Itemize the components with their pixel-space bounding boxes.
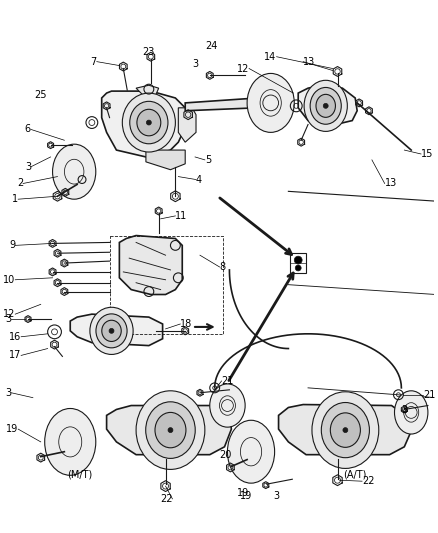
Text: 20: 20 xyxy=(219,450,232,459)
Text: 18: 18 xyxy=(180,319,193,329)
Ellipse shape xyxy=(395,391,428,434)
Text: 14: 14 xyxy=(265,52,276,62)
Ellipse shape xyxy=(136,391,205,470)
Ellipse shape xyxy=(330,413,360,447)
Text: 22: 22 xyxy=(362,476,374,486)
Circle shape xyxy=(109,328,114,333)
Polygon shape xyxy=(106,406,231,455)
Polygon shape xyxy=(290,253,306,273)
Polygon shape xyxy=(185,98,257,111)
Text: 19: 19 xyxy=(6,424,18,434)
Text: 4: 4 xyxy=(196,174,202,184)
Ellipse shape xyxy=(247,74,294,132)
Text: 2: 2 xyxy=(17,179,23,189)
Circle shape xyxy=(343,427,348,433)
Text: 12: 12 xyxy=(3,309,15,319)
Text: 12: 12 xyxy=(237,63,249,74)
Text: 5: 5 xyxy=(205,155,211,165)
Circle shape xyxy=(323,103,328,108)
Ellipse shape xyxy=(130,101,168,144)
Polygon shape xyxy=(136,85,159,95)
Polygon shape xyxy=(178,108,196,142)
Text: 3: 3 xyxy=(25,162,31,172)
Bar xyxy=(110,236,223,334)
Text: 3: 3 xyxy=(273,491,279,501)
Polygon shape xyxy=(146,150,185,169)
Ellipse shape xyxy=(96,314,127,348)
Text: 7: 7 xyxy=(91,56,97,67)
Text: 10: 10 xyxy=(3,275,15,285)
Ellipse shape xyxy=(122,93,175,152)
Text: 19: 19 xyxy=(237,488,249,498)
Polygon shape xyxy=(102,91,185,157)
Text: 22: 22 xyxy=(160,494,173,504)
Text: 8: 8 xyxy=(219,262,226,272)
Text: (M/T): (M/T) xyxy=(67,470,93,479)
Ellipse shape xyxy=(321,402,369,458)
Text: 25: 25 xyxy=(35,90,47,100)
Polygon shape xyxy=(120,236,182,295)
Ellipse shape xyxy=(312,392,379,469)
Ellipse shape xyxy=(210,384,245,427)
Text: 9: 9 xyxy=(9,240,15,251)
Ellipse shape xyxy=(137,109,161,136)
Text: 24: 24 xyxy=(205,41,218,51)
Text: 3: 3 xyxy=(401,406,407,415)
Ellipse shape xyxy=(45,408,96,475)
Circle shape xyxy=(294,256,302,264)
Circle shape xyxy=(295,265,301,271)
Text: 19: 19 xyxy=(240,491,252,501)
Polygon shape xyxy=(279,405,411,455)
Ellipse shape xyxy=(310,87,341,124)
Ellipse shape xyxy=(227,421,275,483)
Text: 21: 21 xyxy=(222,376,234,386)
Text: 3: 3 xyxy=(5,314,11,324)
Ellipse shape xyxy=(90,308,133,354)
Ellipse shape xyxy=(304,80,347,132)
Ellipse shape xyxy=(53,144,96,199)
Text: 3: 3 xyxy=(5,388,11,398)
Text: 1: 1 xyxy=(12,194,18,204)
Text: 13: 13 xyxy=(303,56,315,67)
Polygon shape xyxy=(70,314,162,345)
Text: 21: 21 xyxy=(423,390,435,400)
Text: 3: 3 xyxy=(192,59,198,69)
Ellipse shape xyxy=(316,94,336,117)
Text: 23: 23 xyxy=(143,47,155,57)
Ellipse shape xyxy=(155,413,186,448)
Ellipse shape xyxy=(102,320,121,342)
Text: 6: 6 xyxy=(25,124,31,134)
Text: 16: 16 xyxy=(9,332,21,342)
Text: 17: 17 xyxy=(9,350,21,360)
Circle shape xyxy=(146,120,151,125)
Text: (A/T): (A/T) xyxy=(343,470,367,479)
Polygon shape xyxy=(298,85,357,125)
Text: 11: 11 xyxy=(175,211,187,221)
Text: 15: 15 xyxy=(421,149,434,159)
Circle shape xyxy=(168,427,173,433)
Ellipse shape xyxy=(146,402,195,458)
Text: 13: 13 xyxy=(385,179,397,189)
